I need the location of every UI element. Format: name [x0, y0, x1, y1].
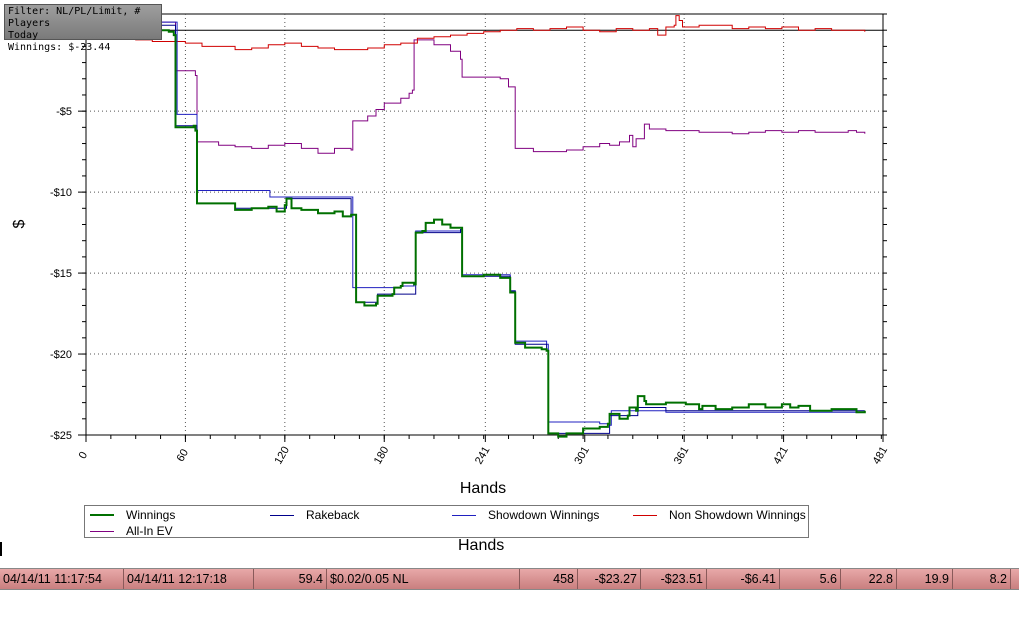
- legend-item-showdown-winnings[interactable]: Showdown Winnings: [452, 508, 599, 522]
- cell-net-won: -$23.27: [578, 569, 641, 589]
- series-line-all-in-ev: [86, 21, 866, 154]
- legend-swatch: [90, 530, 114, 532]
- x-tick-label: 301: [572, 445, 592, 467]
- filter-info-box: Filter: NL/PL/Limit, # Players Today Win…: [4, 4, 162, 53]
- legend-label: Winnings: [126, 508, 176, 522]
- x-tick-label: 0: [77, 450, 90, 461]
- grid: [86, 14, 883, 435]
- x-tick-label: 361: [672, 445, 692, 467]
- legend-label: Showdown Winnings: [488, 508, 600, 522]
- chart: 0 60 120 180 241 301 361 421 481 -$5 -$10 -$15 -$20 -…: [11, 13, 891, 497]
- y-tick-label: -$10: [50, 187, 72, 199]
- x-tick-label: 60: [175, 447, 192, 464]
- series-line-winnings: [86, 22, 866, 438]
- cell-all-in-ev: -$6.41: [707, 569, 780, 589]
- legend-swatch: [270, 514, 294, 516]
- series-line-non-showdown-winnings: [86, 15, 866, 51]
- x-tick-label: 481: [871, 445, 891, 467]
- cell-end-time: 04/14/11 12:17:18: [124, 569, 254, 589]
- series-line-showdown-winnings: [86, 21, 865, 426]
- filter-text: Filter: NL/PL/Limit, # Players: [8, 6, 141, 29]
- legend-swatch: [90, 514, 114, 516]
- section-title-hands: Hands: [458, 537, 505, 554]
- left-edge-marker: [0, 542, 2, 556]
- legend: Winnings Rakeback Showdown Winnings Non …: [84, 505, 809, 538]
- series-lines: [86, 15, 866, 438]
- plot-area: [85, 13, 884, 436]
- x-tick-label: 421: [771, 445, 791, 467]
- legend-label: All-In EV: [126, 524, 173, 538]
- session-stats-row[interactable]: 04/14/11 11:17:54 04/14/11 12:17:18 59.4…: [0, 568, 1019, 590]
- cell-stakes: $0.02/0.05 NL: [327, 569, 520, 589]
- cell-stat-1: 5.6: [780, 569, 841, 589]
- x-tick-label: 180: [372, 445, 392, 467]
- period-text: Today: [8, 30, 39, 41]
- x-tick-label: 120: [272, 445, 292, 467]
- cell-hands: 458: [520, 569, 578, 589]
- x-tick-label: 241: [473, 445, 493, 467]
- y-tick-label: -$25: [50, 430, 72, 442]
- cell-start-time: 04/14/11 11:17:54: [0, 569, 124, 589]
- legend-item-winnings[interactable]: Winnings: [90, 508, 175, 522]
- cell-stat-3: 19.9: [897, 569, 953, 589]
- cell-stat-2: 22.8: [841, 569, 897, 589]
- x-axis-label: Hands: [460, 480, 506, 497]
- legend-item-non-showdown-winnings[interactable]: Non Showdown Winnings: [633, 508, 806, 522]
- cell-minutes: 59.4: [254, 569, 327, 589]
- cell-winnings: -$23.51: [641, 569, 707, 589]
- legend-item-rakeback[interactable]: Rakeback: [270, 508, 359, 522]
- legend-item-all-in-ev[interactable]: All-In EV: [90, 524, 173, 538]
- winnings-summary-text: Winnings: $-23.44: [8, 42, 111, 53]
- legend-swatch: [452, 514, 476, 516]
- legend-label: Rakeback: [306, 508, 360, 522]
- y-tick-label: -$20: [50, 349, 72, 361]
- cell-stat-4: 8.2: [953, 569, 1011, 589]
- y-tick-label: -$15: [50, 268, 72, 280]
- legend-label: Non Showdown Winnings: [669, 508, 806, 522]
- y-axis-label: $: [11, 219, 28, 228]
- legend-swatch: [633, 514, 657, 516]
- y-tick-label: -$5: [56, 106, 72, 118]
